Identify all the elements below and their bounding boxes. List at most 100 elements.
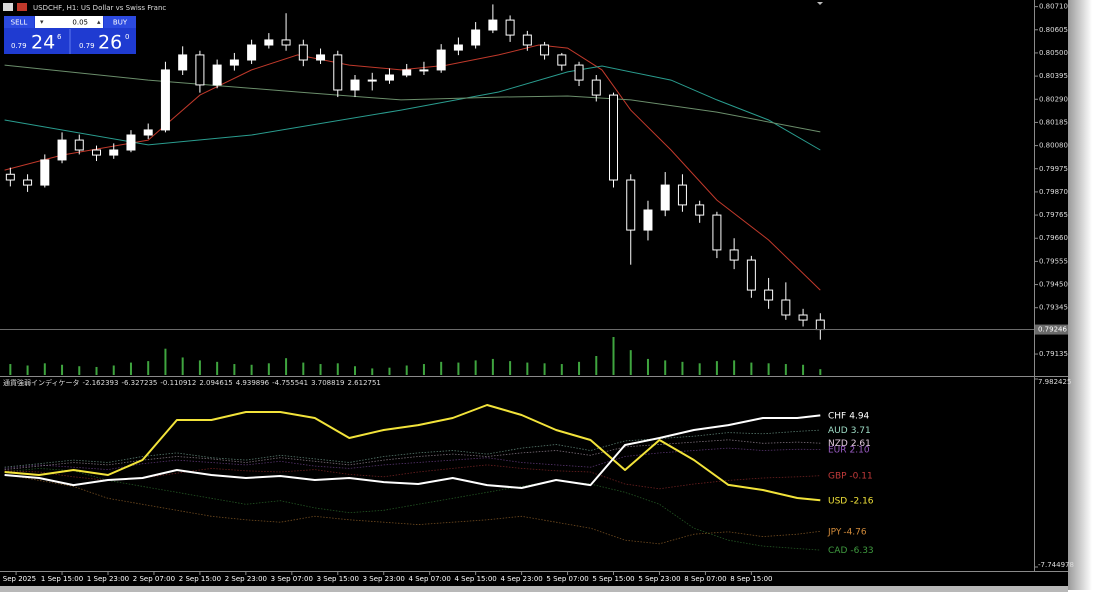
volume-bar	[43, 363, 46, 375]
candle-body	[591, 79, 601, 96]
y-tick-label: 0.79870	[1039, 188, 1068, 196]
currency-label: JPY -4.76	[827, 527, 867, 537]
x-tick-label: 1 Sep 15:00	[41, 575, 83, 583]
lot-down[interactable]: ▾	[40, 18, 44, 26]
currency-line	[4, 474, 821, 545]
candle-body	[126, 134, 136, 151]
ask-small[interactable]: 0	[125, 33, 129, 41]
candle-body	[92, 149, 102, 156]
volume-bar	[440, 361, 443, 375]
bid-main[interactable]: 24	[31, 32, 55, 54]
x-tick-label: 1 Sep 2025	[0, 575, 36, 583]
volume-bar	[405, 365, 408, 375]
x-tick-label: 4 Sep 23:00	[500, 575, 542, 583]
candle-body	[143, 129, 153, 136]
candle-body	[660, 184, 670, 211]
volume-bar	[509, 361, 512, 375]
lot-value[interactable]: 0.05	[72, 19, 88, 27]
volume-bar	[578, 361, 581, 375]
y-tick-label: 0.79660	[1039, 234, 1068, 242]
volume-bar	[681, 361, 684, 375]
candle-body	[609, 94, 619, 181]
currency-value: 3.71	[851, 426, 871, 436]
volume-bar	[129, 362, 132, 375]
currency-value: -0.11	[849, 471, 872, 481]
candle-body	[74, 139, 84, 151]
volume-bar	[233, 364, 236, 375]
candle-body	[419, 69, 429, 72]
volume-bar	[733, 360, 736, 375]
candle-body	[488, 19, 498, 31]
currency-label: EUR 2.10	[828, 445, 870, 455]
y-tick-label: 0.80290	[1039, 95, 1068, 103]
volume-bar	[560, 364, 563, 375]
volume-bar	[285, 358, 288, 375]
volume-bar	[371, 368, 374, 375]
indicator-header-value: 4.939896	[236, 379, 270, 387]
candle-body	[57, 139, 67, 161]
candle-body	[574, 64, 584, 81]
indicator-header-value: -0.110912	[160, 379, 196, 387]
volume-bar	[336, 363, 339, 375]
currency-label: USD -2.16	[828, 496, 874, 506]
candle-body	[436, 49, 446, 71]
candle-body	[229, 59, 239, 66]
volume-bar	[750, 362, 753, 375]
lot-up[interactable]: ▴	[97, 18, 101, 26]
volume-bar	[354, 366, 357, 375]
chart-icon	[3, 3, 13, 11]
volume-bar	[457, 362, 460, 375]
sell-button[interactable]	[4, 16, 34, 28]
candle-body	[798, 314, 808, 321]
buy-button[interactable]	[104, 16, 136, 28]
currency-line	[4, 414, 821, 489]
candle-body	[540, 44, 550, 56]
x-tick-label: 3 Sep 07:00	[271, 575, 313, 583]
buy-label[interactable]: BUY	[113, 19, 128, 27]
candle-body	[522, 34, 532, 46]
indicator-header-value: -6.327235	[121, 379, 157, 387]
chart-background	[0, 0, 1068, 586]
chart-symbol-title: USDCHF, H1: US Dollar vs Swiss Franc	[33, 4, 166, 12]
currency-name: AUD	[828, 426, 848, 436]
volume-bar	[819, 369, 822, 375]
currency-line	[4, 404, 821, 502]
price-panel	[0, 4, 1034, 375]
candle-body	[781, 299, 791, 316]
candle-body	[626, 179, 636, 231]
candle-body	[298, 44, 308, 61]
indicator-header-value: -2.162393	[83, 379, 119, 387]
candle-body	[264, 39, 274, 46]
axes: 0.80710 0.80605 0.80500 0.80395 0.80290 0.801…	[0, 3, 1074, 583]
candle-body	[367, 79, 377, 82]
candle-body	[453, 44, 463, 51]
currency-label: CHF 4.94	[828, 411, 870, 421]
volume-bar	[9, 364, 12, 375]
x-tick-label: 5 Sep 23:00	[638, 575, 680, 583]
x-tick-label: 4 Sep 15:00	[454, 575, 496, 583]
candle-body	[505, 19, 515, 36]
candle-body	[350, 79, 360, 91]
ask-main[interactable]: 26	[98, 32, 122, 54]
candle-body	[402, 69, 412, 76]
candle-body	[677, 184, 687, 206]
x-tick-label: 5 Sep 07:00	[546, 575, 588, 583]
ask-prefix[interactable]: 0.79	[79, 42, 95, 50]
volume-bar	[112, 365, 115, 375]
moving-average	[4, 44, 821, 291]
volume-bar	[388, 367, 391, 375]
volume-bar	[250, 364, 253, 375]
volume-bar	[595, 356, 598, 375]
bid-prefix[interactable]: 0.79	[11, 42, 27, 50]
candle-body	[712, 214, 722, 251]
y-tick-label: 0.80500	[1039, 49, 1068, 57]
currency-name: CAD	[828, 546, 847, 556]
volume-bar	[164, 348, 167, 375]
candle-body	[729, 249, 739, 261]
lot-input[interactable]	[35, 16, 103, 28]
sell-label[interactable]: SELL	[11, 19, 28, 27]
x-tick-label: 8 Sep 07:00	[684, 575, 726, 583]
bid-small[interactable]: 6	[57, 33, 62, 41]
currency-name: JPY	[827, 527, 842, 537]
